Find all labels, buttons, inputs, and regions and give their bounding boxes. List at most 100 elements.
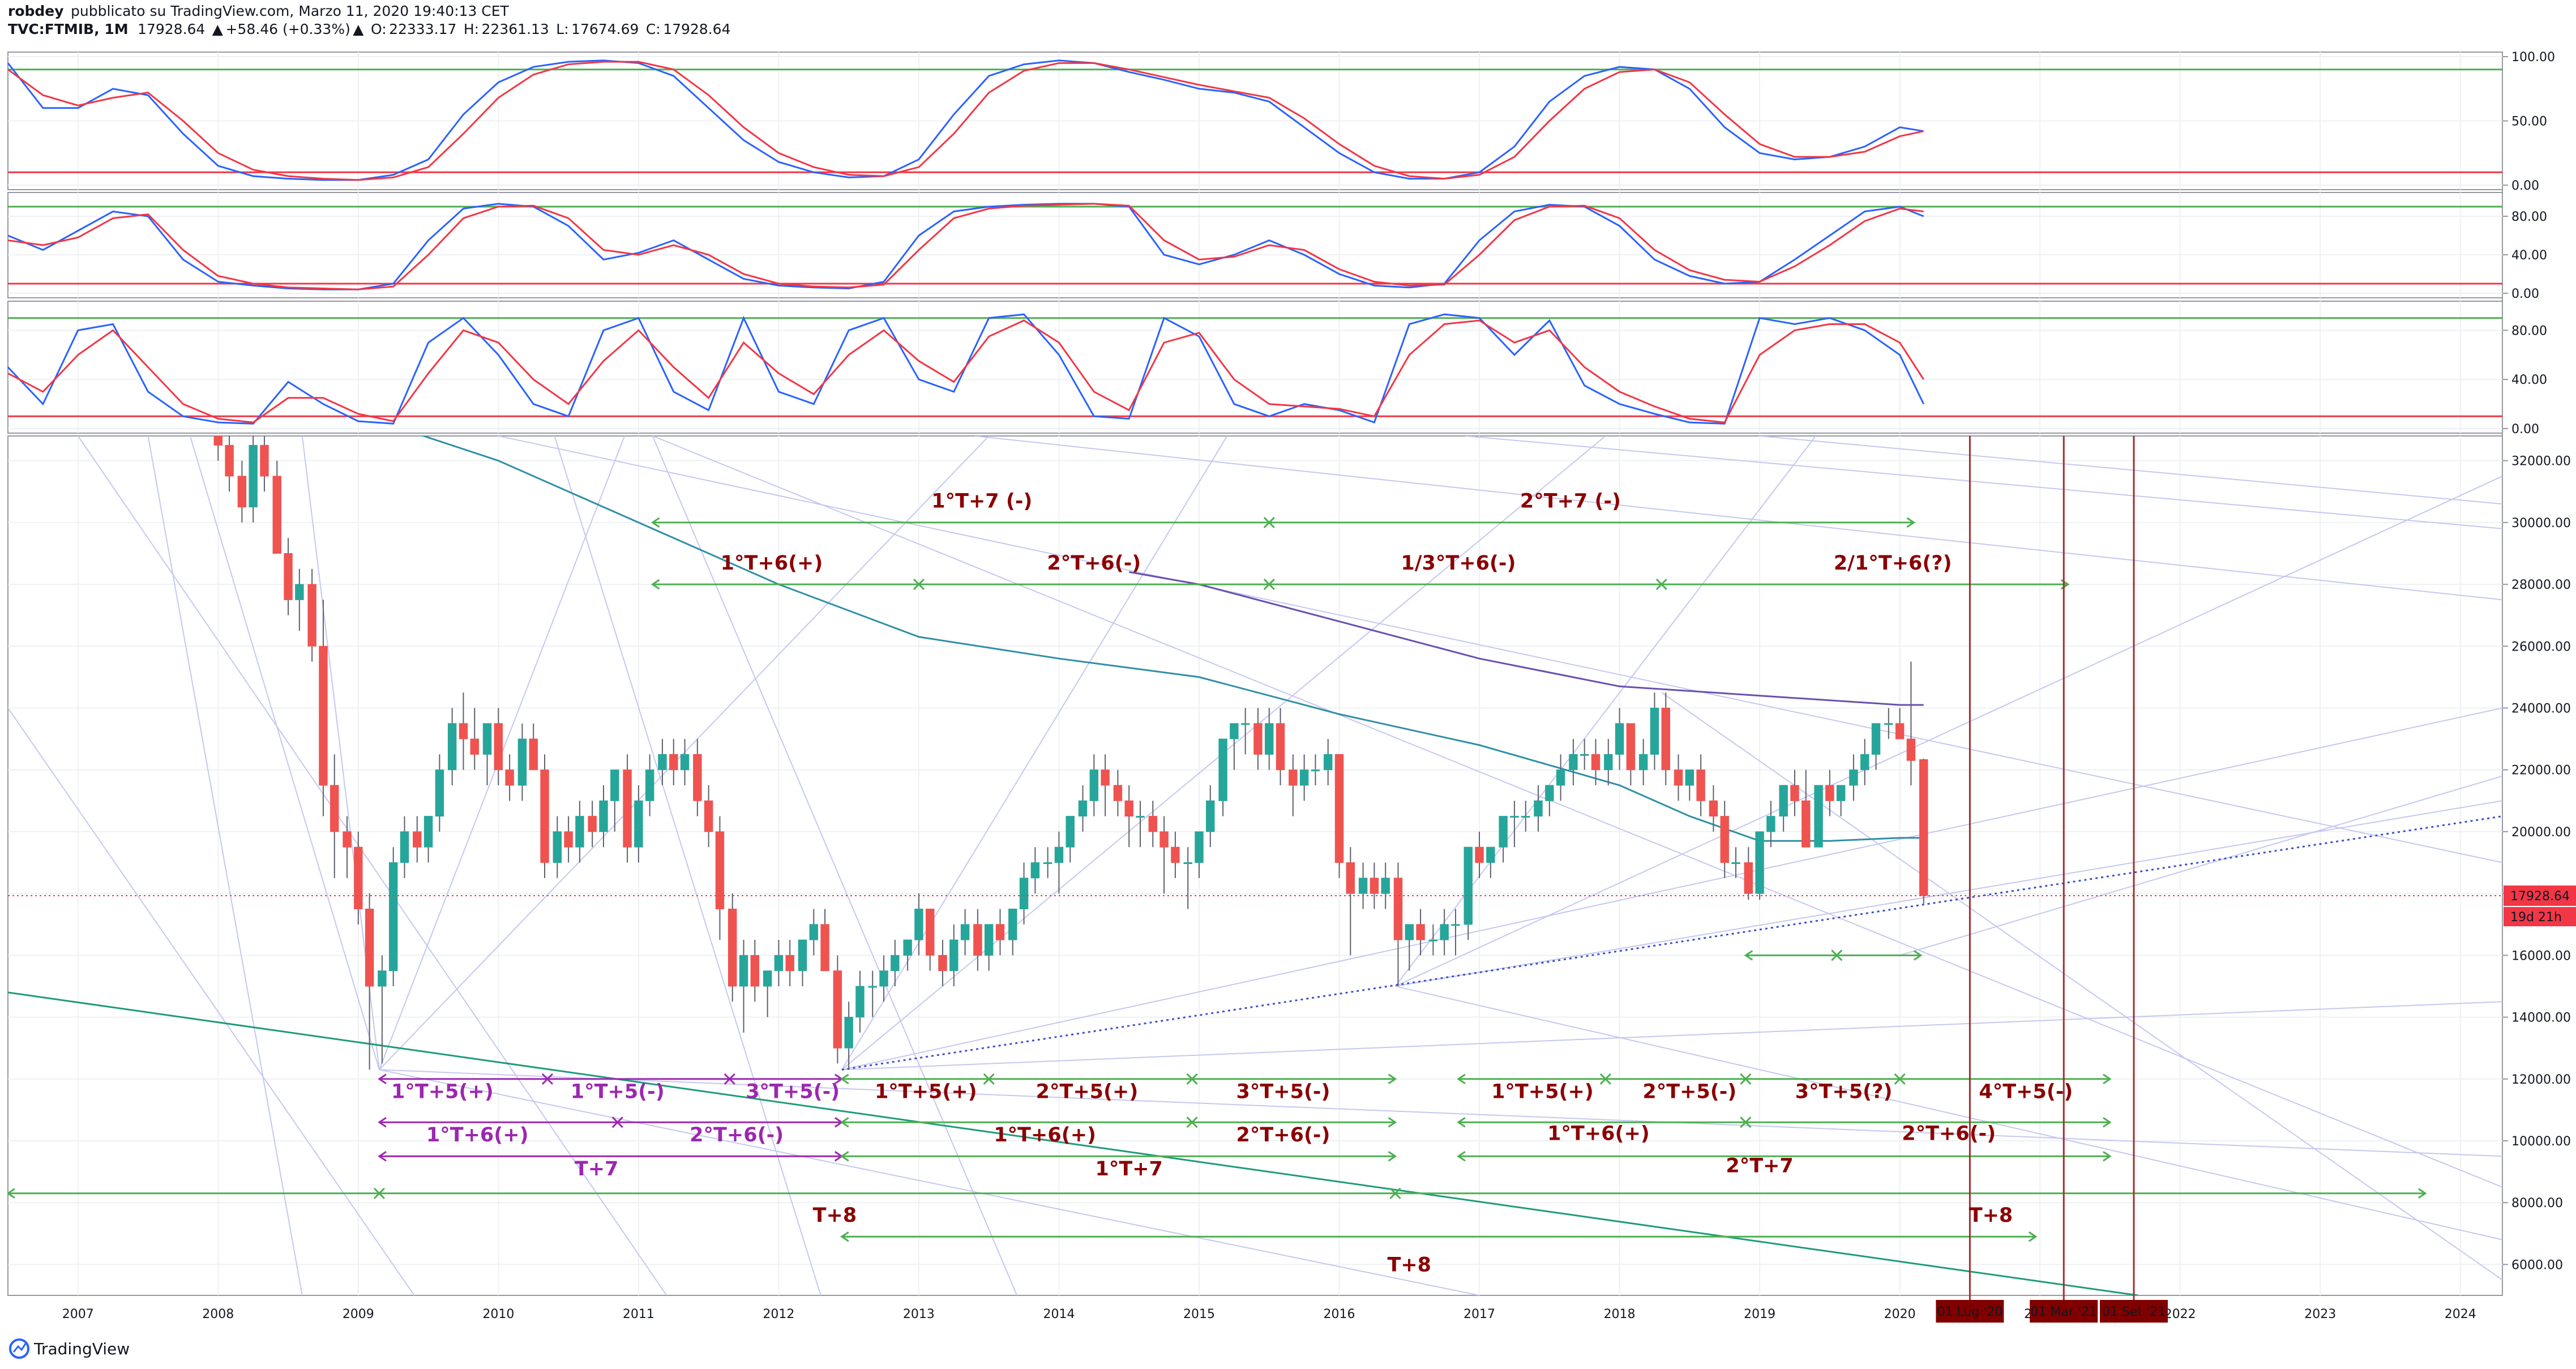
fan-line bbox=[652, 436, 2502, 1188]
candle-body bbox=[1709, 800, 1718, 817]
range-line bbox=[840, 1116, 1397, 1128]
candle bbox=[1265, 708, 1274, 770]
y-tick-label: 40.00 bbox=[2511, 249, 2547, 263]
cycle-annotation: 2°T+6(-) bbox=[690, 1124, 784, 1146]
oscillator-2: 80.00 40.00 0.00 bbox=[7, 203, 2547, 301]
candle-body bbox=[610, 769, 619, 801]
range-line bbox=[1744, 949, 1923, 961]
candle-body bbox=[1381, 878, 1390, 894]
candle-body bbox=[1358, 878, 1368, 894]
candle-body bbox=[774, 955, 784, 972]
candle bbox=[249, 436, 258, 523]
last-price-tag-label: 17928.64 bbox=[2510, 889, 2570, 904]
range-arrow-icon bbox=[1457, 1116, 1466, 1128]
candle-body bbox=[388, 862, 398, 972]
countdown-tag bbox=[2504, 907, 2576, 927]
candle-body bbox=[693, 754, 702, 801]
countdown-tag-label: 19d 21h bbox=[2510, 910, 2562, 925]
candle bbox=[798, 939, 807, 986]
cycle-annotation: 2°T+5(+) bbox=[1036, 1081, 1139, 1103]
candle bbox=[1428, 924, 1438, 956]
candle bbox=[553, 816, 562, 878]
moving-average-purple bbox=[1128, 571, 1924, 706]
range-line bbox=[840, 1073, 1397, 1085]
chart-panes[interactable]: 2007 2008 2009 2010 2011 2012 2013 2014 2015 2016… bbox=[7, 50, 2576, 1323]
cross-mark-icon bbox=[1655, 579, 1667, 591]
candle-body bbox=[1346, 862, 1355, 894]
cross-mark-icon bbox=[1894, 1073, 1906, 1085]
fan-line bbox=[841, 707, 2502, 1071]
candle bbox=[1323, 739, 1333, 786]
author-name: robdey bbox=[8, 3, 64, 19]
y-tick-label: 14000.00 bbox=[2511, 1011, 2571, 1025]
candle-body bbox=[470, 738, 479, 755]
fan-line bbox=[379, 1069, 1480, 1295]
candle bbox=[1499, 816, 1508, 863]
high-value: 22361.13 bbox=[482, 21, 549, 37]
candle-body bbox=[260, 444, 269, 477]
cycle-annotation: T+8 bbox=[813, 1204, 857, 1227]
candle-body bbox=[763, 970, 772, 987]
candle bbox=[435, 754, 444, 832]
fan-line bbox=[1395, 476, 2502, 987]
range-arrow-icon bbox=[8, 1188, 15, 1199]
cross-mark-icon bbox=[1389, 1187, 1401, 1199]
candle-body bbox=[1183, 862, 1192, 865]
cross-mark-icon bbox=[1599, 1073, 1611, 1085]
candle-body bbox=[833, 970, 842, 1049]
range-line bbox=[651, 516, 1916, 528]
candle bbox=[1346, 847, 1355, 956]
candle-body bbox=[1113, 785, 1123, 801]
candle bbox=[354, 831, 363, 925]
range-line bbox=[378, 1116, 844, 1128]
candle bbox=[809, 909, 819, 956]
candle bbox=[1464, 846, 1473, 940]
range-arrow-icon bbox=[1457, 1073, 1466, 1085]
range-line bbox=[1457, 1151, 2112, 1162]
cycle-annotation: 1°T+6(+) bbox=[1547, 1122, 1650, 1145]
candle-body bbox=[1089, 769, 1099, 801]
candle bbox=[1276, 708, 1285, 786]
candle bbox=[272, 460, 281, 554]
candle-body bbox=[1580, 754, 1589, 756]
range-line bbox=[1457, 1116, 2112, 1128]
candle-body bbox=[1591, 754, 1601, 771]
candle-body bbox=[1416, 924, 1425, 940]
candle bbox=[459, 692, 468, 770]
candle bbox=[634, 785, 643, 863]
candle-body bbox=[949, 939, 958, 972]
candle-body bbox=[1464, 846, 1473, 925]
x-tick-label: 2008 bbox=[202, 1307, 234, 1321]
candle bbox=[1766, 801, 1775, 848]
candle bbox=[319, 600, 328, 816]
candle-body bbox=[1253, 723, 1263, 755]
candle-body bbox=[588, 816, 597, 832]
fan-line bbox=[974, 436, 2502, 601]
candle bbox=[1451, 909, 1460, 956]
x-tick-label: 2017 bbox=[1464, 1307, 1495, 1321]
candle-body bbox=[1054, 846, 1064, 863]
x-tick-label: 2016 bbox=[1324, 1307, 1355, 1321]
change-arrow-icon: ▲ bbox=[212, 21, 224, 37]
candle bbox=[423, 816, 433, 863]
candle-body bbox=[669, 754, 678, 771]
candle-body bbox=[1860, 754, 1869, 771]
y-tick-label: 8000.00 bbox=[2511, 1196, 2563, 1210]
cross-mark-icon bbox=[1263, 579, 1275, 591]
candle-body bbox=[1440, 924, 1449, 940]
cycle-annotation: 1°T+7 bbox=[1096, 1158, 1163, 1180]
fan-line bbox=[1661, 692, 2502, 1281]
fan-line bbox=[652, 436, 1018, 1295]
candle bbox=[1159, 816, 1169, 894]
candle bbox=[1638, 739, 1648, 786]
candle bbox=[868, 970, 877, 1017]
candle-body bbox=[1030, 862, 1040, 879]
fan-line bbox=[841, 436, 1228, 1070]
candle-body bbox=[1744, 862, 1753, 894]
candle-body bbox=[1451, 924, 1460, 926]
candle bbox=[1218, 738, 1227, 816]
range-line bbox=[1457, 1073, 2112, 1085]
y-tick-label: 24000.00 bbox=[2511, 702, 2571, 716]
